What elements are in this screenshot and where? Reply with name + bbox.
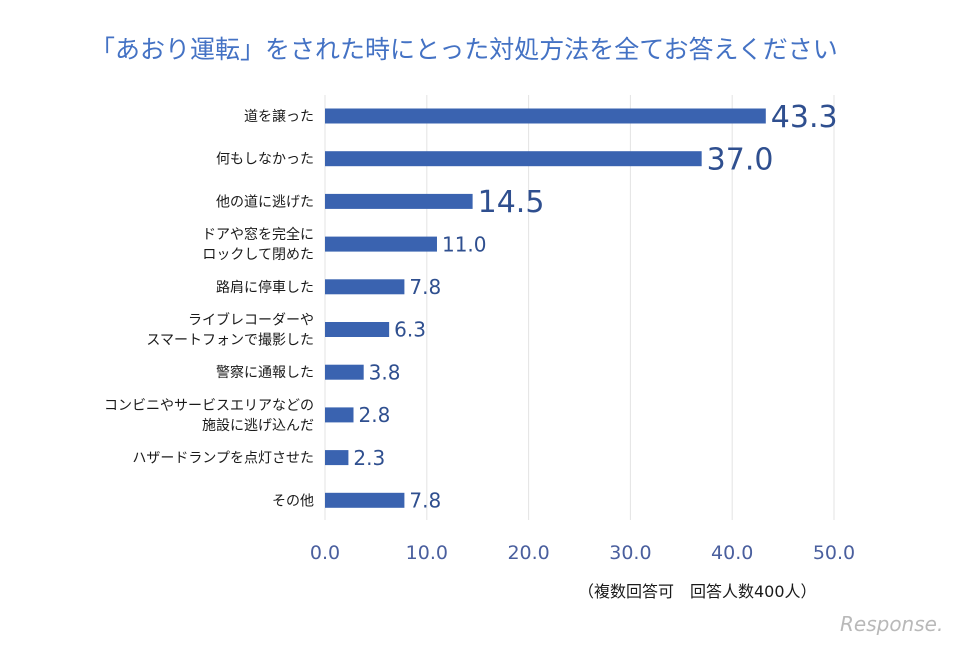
bar (325, 407, 354, 423)
x-tick-label: 0.0 (310, 542, 340, 564)
category-label: 警察に通報した (216, 364, 314, 381)
value-label: 7.8 (409, 275, 441, 299)
category-label: その他 (272, 493, 314, 509)
category-label: 路肩に停車した (216, 279, 314, 296)
value-label: 37.0 (707, 143, 774, 178)
bar (325, 108, 766, 124)
chart-note: （複数回答可 回答人数400人） (578, 582, 817, 601)
value-label: 2.3 (353, 446, 385, 470)
value-label: 3.8 (369, 360, 401, 384)
value-label: 11.0 (442, 232, 487, 256)
bar (325, 151, 702, 167)
bar (325, 364, 364, 380)
category-label: 他の道に逃げた (216, 194, 314, 210)
x-tick-label: 50.0 (813, 542, 855, 564)
x-tick-label: 40.0 (711, 542, 753, 564)
bar (325, 322, 390, 337)
category-label: ロックして閉めた (202, 247, 314, 263)
category-label: コンビニやサービスエリアなどの (104, 398, 314, 414)
value-label: 2.8 (359, 403, 391, 427)
bar (325, 279, 405, 295)
bar (325, 450, 349, 466)
value-label: 7.8 (409, 489, 441, 513)
x-tick-label: 30.0 (609, 542, 651, 564)
category-label: ライブレコーダーや (188, 312, 314, 329)
x-tick-label: 20.0 (507, 542, 549, 564)
x-tick-label: 10.0 (406, 542, 448, 564)
watermark-logo: Response. (840, 612, 944, 636)
category-label: ドアや窓を完全に (202, 226, 314, 243)
category-label: ハザードランプを点灯させた (132, 451, 314, 467)
category-label: 道を譲った (244, 109, 314, 125)
category-label: 施設に逃げ込んだ (202, 418, 314, 434)
value-label: 43.3 (771, 100, 838, 135)
category-label: 何もしなかった (216, 152, 314, 168)
value-label: 14.5 (478, 185, 545, 220)
value-label: 6.3 (394, 318, 426, 342)
page-title: 「あおり運転」をされた時にとった対処方法を全てお答えください (90, 35, 838, 64)
category-label: スマートフォンで撮影した (146, 332, 314, 349)
bar (325, 236, 437, 252)
bar (325, 193, 473, 209)
bar (325, 492, 405, 508)
